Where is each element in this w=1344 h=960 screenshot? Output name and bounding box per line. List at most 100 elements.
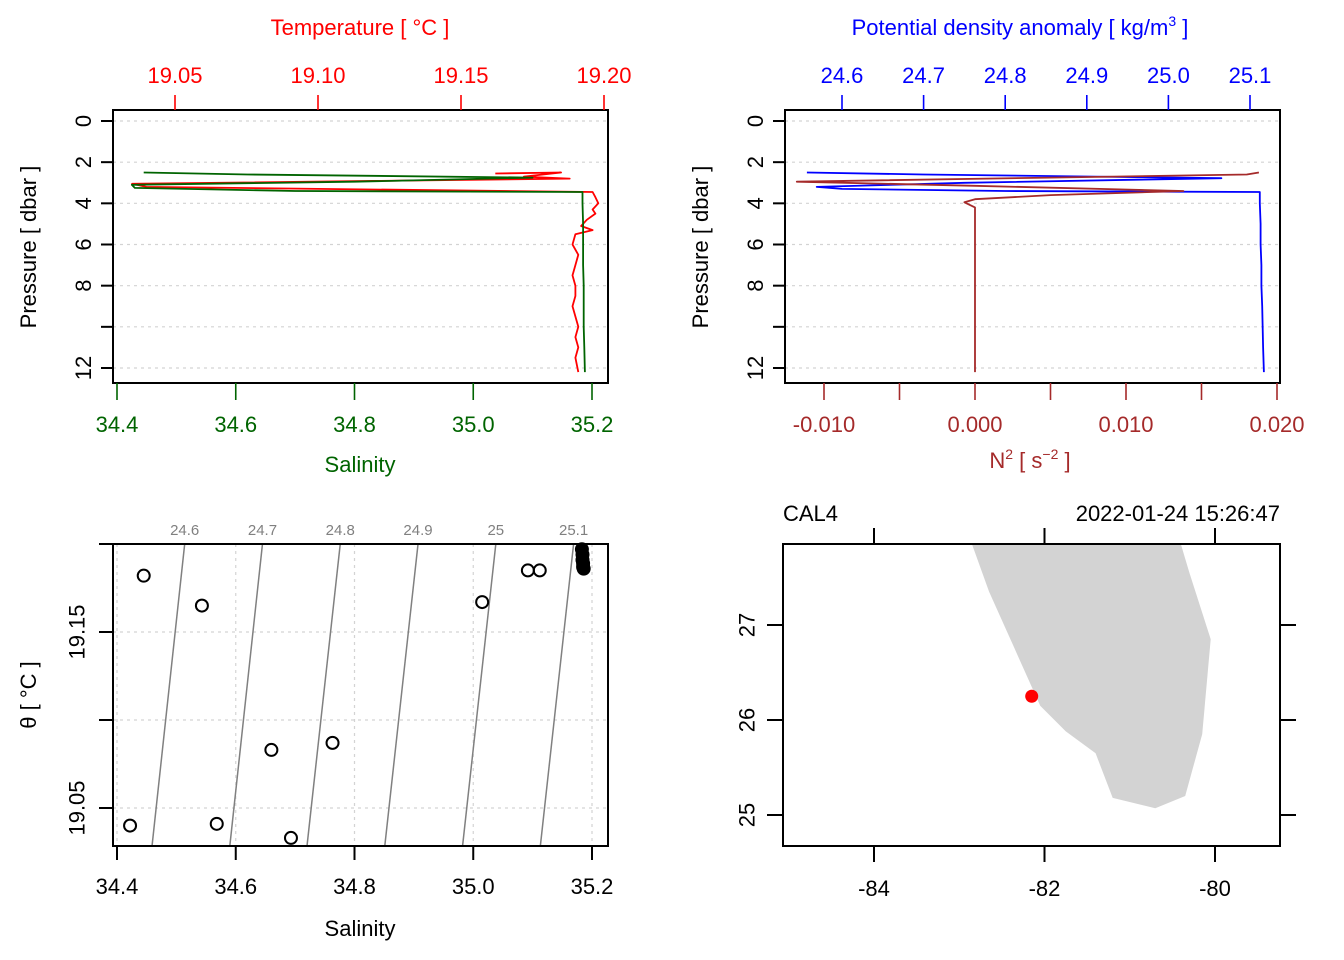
x-axis-title: Salinity xyxy=(325,916,396,941)
bottom-tick-label: 35.0 xyxy=(452,412,495,437)
bottom-axis: -0.010 0.000 0.010 0.020 xyxy=(793,383,1305,437)
top-tick-label: 24.8 xyxy=(984,63,1027,88)
top-tick-label: 25.1 xyxy=(1229,63,1272,88)
bottom-tick-label: 34.4 xyxy=(96,412,139,437)
grid xyxy=(113,120,608,369)
isopycnal-layer: 24.6 24.7 24.8 24.9 25 25.1 xyxy=(151,522,588,847)
y-tick-label: 25 xyxy=(735,803,760,827)
grid xyxy=(113,544,608,846)
y-tick-label: 19.15 xyxy=(65,604,90,659)
y-tick-label: 19.05 xyxy=(65,780,90,835)
ts-point xyxy=(576,561,591,576)
isopycnal-label: 25.1 xyxy=(559,522,588,539)
grid xyxy=(785,120,1280,369)
top-tick-label: 24.7 xyxy=(902,63,945,88)
y-tick-label: 0 xyxy=(71,115,96,127)
bottom-tick-label: 0.010 xyxy=(1098,412,1153,437)
land-polygon xyxy=(972,544,1211,809)
station-marker xyxy=(1025,689,1039,703)
x-tick-label: 35.0 xyxy=(452,874,495,899)
y-tick-label: 26 xyxy=(735,708,760,732)
y-tick-label: 12 xyxy=(71,356,96,380)
top-axis-title: Temperature [ °C ] xyxy=(271,15,450,40)
station-name: CAL4 xyxy=(783,501,838,526)
x-tick-label: -84 xyxy=(858,876,890,901)
y-tick-label: 2 xyxy=(71,156,96,168)
ts-point xyxy=(475,595,490,610)
top-tick-label: 19.15 xyxy=(433,63,488,88)
top-tick-label: 25.0 xyxy=(1147,63,1190,88)
isopycnal-line xyxy=(461,543,497,847)
top-tick-label: 24.9 xyxy=(1065,63,1108,88)
x-tick-label: 34.4 xyxy=(96,874,139,899)
bottom-axis-title: N2 [ s−2 ] xyxy=(989,446,1070,473)
isopycnal-label: 24.8 xyxy=(326,522,355,539)
x-tick-label: -80 xyxy=(1199,876,1231,901)
ts-point xyxy=(264,742,279,757)
isopycnal-line xyxy=(539,543,575,847)
y-tick-label: 4 xyxy=(743,197,768,209)
bottom-tick-label: 34.8 xyxy=(333,412,376,437)
isopycnal-line xyxy=(151,543,186,847)
bottom-axis: 34.4 34.6 34.8 35.0 35.2 xyxy=(96,383,614,437)
land-layer xyxy=(972,544,1211,809)
ts-point xyxy=(194,598,209,613)
ts-point xyxy=(520,563,535,578)
station-layer xyxy=(1025,689,1039,703)
isopycnal-label: 25 xyxy=(487,522,504,539)
bottom-tick-label: 0.000 xyxy=(947,412,1002,437)
ts-point xyxy=(123,818,138,833)
y-tick-label: 27 xyxy=(735,613,760,637)
y-tick-label: 6 xyxy=(743,238,768,250)
isopycnal-line xyxy=(229,543,264,847)
y-tick-label: 2 xyxy=(743,156,768,168)
points-layer xyxy=(123,542,591,845)
plot-frame xyxy=(112,543,609,847)
y-tick-label: 6 xyxy=(71,238,96,250)
y-axis: 0 2 4 6 8 12 xyxy=(71,115,113,380)
y-tick-label: 8 xyxy=(71,280,96,292)
series-n2 xyxy=(795,171,1260,373)
ts-point xyxy=(325,735,340,750)
bottom-axis: 34.4 34.6 34.8 35.0 35.2 xyxy=(96,846,613,899)
y-axis-title: Pressure [ dbar ] xyxy=(688,166,713,329)
bottom-tick-label: 35.2 xyxy=(571,412,614,437)
isopycnal-label: 24.6 xyxy=(170,522,199,539)
plot-frame xyxy=(784,109,1281,384)
y-tick-label: 12 xyxy=(743,356,768,380)
series-layer xyxy=(130,171,600,373)
panel-station-map: -84 -82 -80 25 26 27 CAL4 2022-01-24 15:26:47 xyxy=(735,501,1296,901)
x-tick-label: 34.8 xyxy=(333,874,376,899)
top-tick-label: 19.10 xyxy=(290,63,345,88)
map-axes: -84 -82 -80 25 26 27 xyxy=(735,528,1296,901)
bottom-axis-title: Salinity xyxy=(325,452,396,477)
ts-point xyxy=(209,816,224,831)
map-frame xyxy=(782,543,1281,847)
ts-point xyxy=(532,563,547,578)
x-tick-label: 34.6 xyxy=(214,874,257,899)
isopycnal-label: 24.7 xyxy=(248,522,277,539)
plot-frame xyxy=(112,109,609,384)
top-tick-label: 19.20 xyxy=(576,63,631,88)
series-temperature xyxy=(131,171,600,373)
series-potential-density-anomaly xyxy=(806,171,1265,373)
top-axis: 24.6 24.7 24.8 24.9 25.0 25.1 xyxy=(821,63,1272,110)
x-tick-label: -82 xyxy=(1029,876,1061,901)
station-datetime: 2022-01-24 15:26:47 xyxy=(1076,501,1280,526)
top-axis: 19.05 19.10 19.15 19.20 xyxy=(147,63,632,110)
bottom-tick-label: 0.020 xyxy=(1249,412,1304,437)
isopycnal-line xyxy=(306,543,341,847)
panel-density-n2-profile: 0 2 4 6 8 12 24.6 24.7 24.8 24.9 25.0 25.1 -0.010 0… xyxy=(688,13,1305,473)
ts-point xyxy=(283,830,298,845)
top-tick-label: 19.05 xyxy=(147,63,202,88)
top-tick-label: 24.6 xyxy=(821,63,864,88)
y-tick-label: 0 xyxy=(743,115,768,127)
top-axis-title: Potential density anomaly [ kg/m3 ] xyxy=(852,13,1189,40)
series-salinity xyxy=(130,171,586,373)
y-tick-label: 4 xyxy=(71,197,96,209)
y-axis-title: Pressure [ dbar ] xyxy=(16,166,41,329)
y-axis: 0 2 4 6 8 12 xyxy=(743,115,785,380)
